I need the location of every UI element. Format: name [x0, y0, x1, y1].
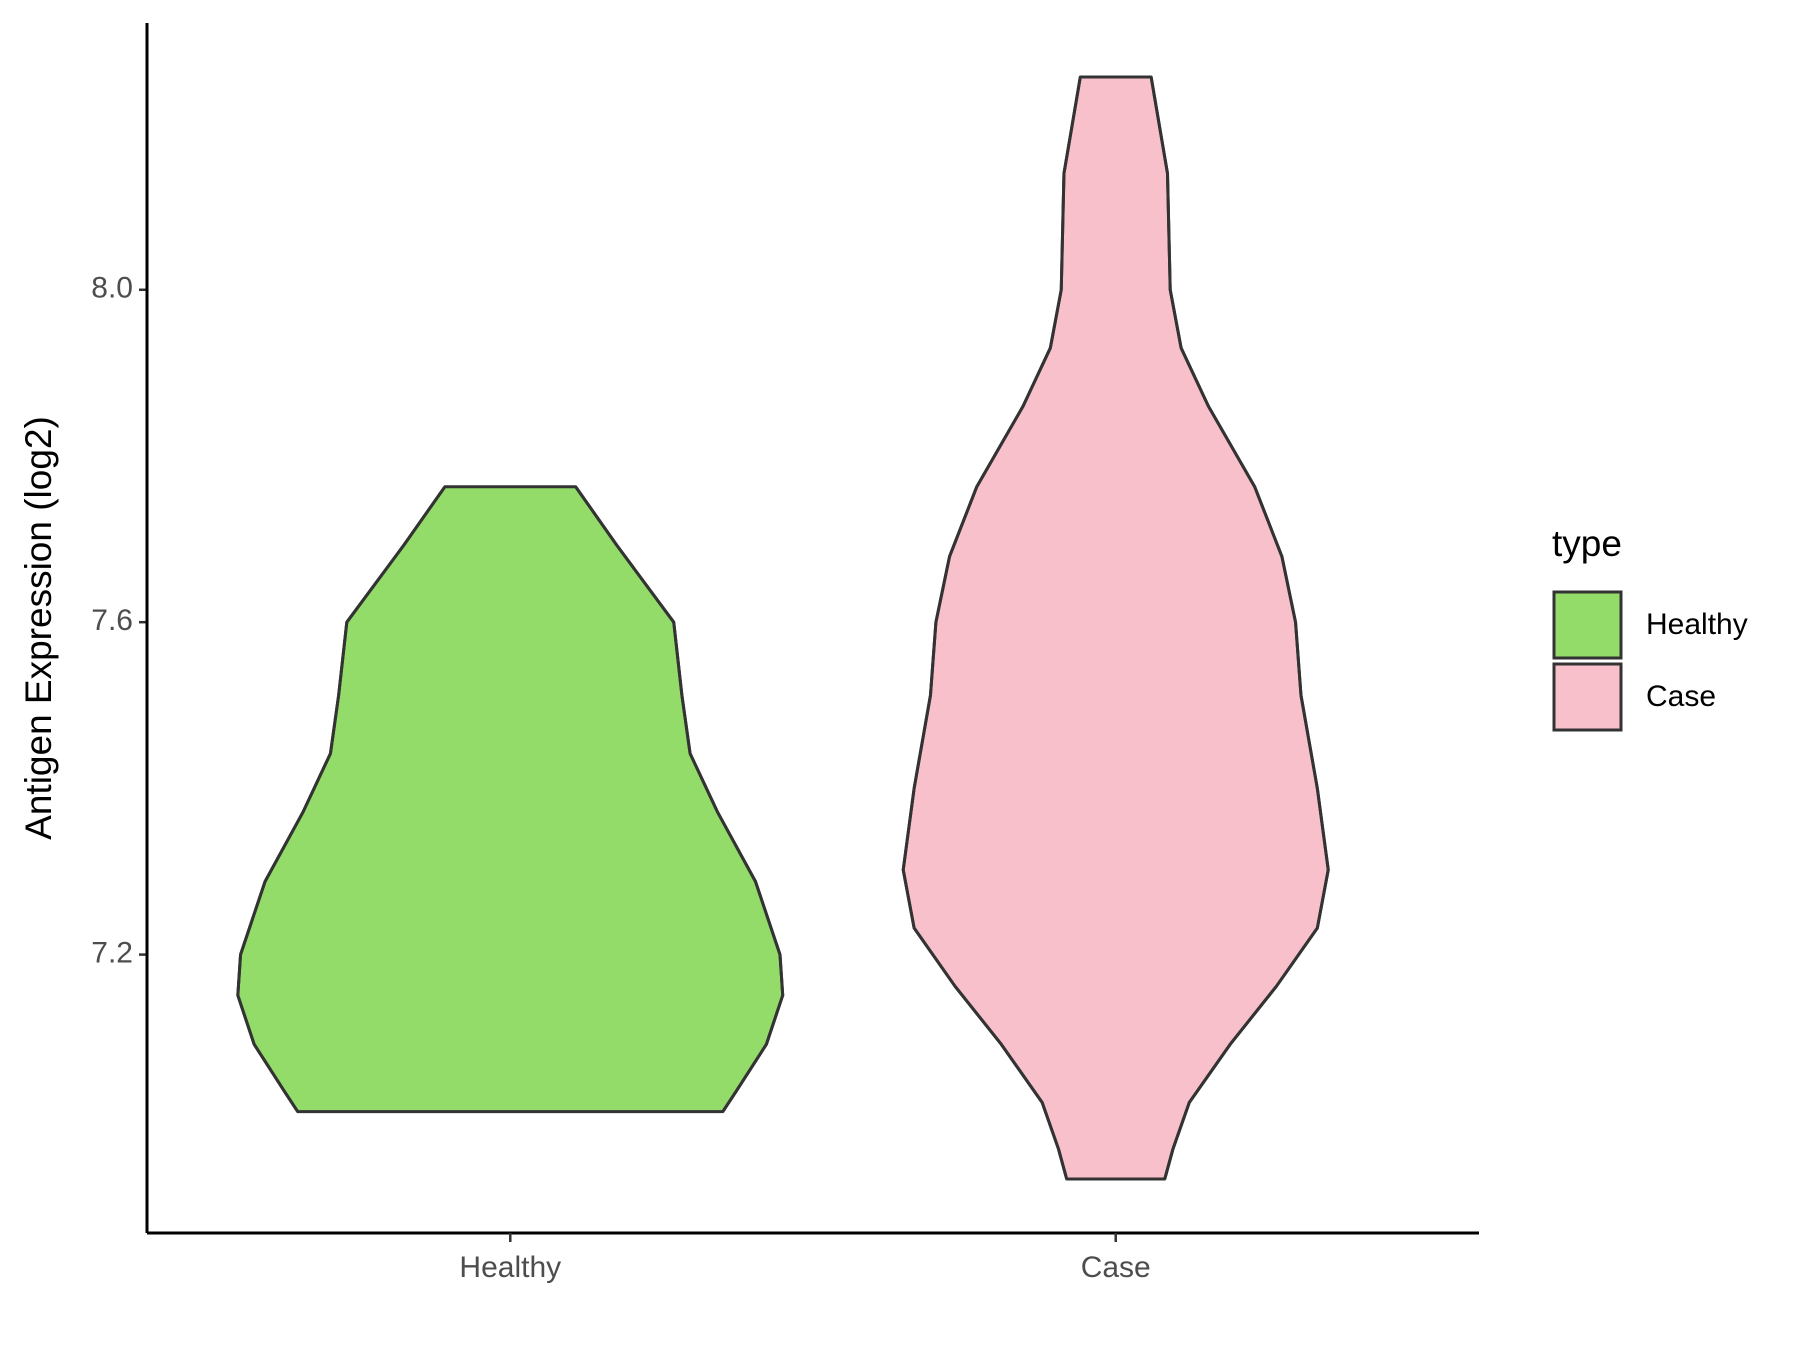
- violin-body: [901, 75, 1330, 1181]
- violin-left-edge: [901, 76, 1082, 1180]
- y-axis-title: Antigen Expression (log2): [18, 416, 59, 840]
- x-tick-label: Healthy: [459, 1251, 561, 1284]
- legend-label: Healthy: [1646, 608, 1748, 641]
- legend-label: Case: [1646, 680, 1716, 713]
- legend-key: [1552, 590, 1623, 660]
- violin-right-edge: [1149, 76, 1330, 1180]
- y-tick-label: 8.0: [91, 272, 133, 305]
- violin-body: [236, 485, 785, 1114]
- y-tick-label: 7.6: [91, 604, 133, 637]
- legend-key: [1552, 662, 1623, 732]
- violin-left-edge: [236, 485, 447, 1113]
- x-tick-label: Case: [1081, 1251, 1151, 1284]
- violin-right-edge: [574, 485, 785, 1113]
- legend-title: type: [1552, 523, 1622, 564]
- y-tick-label: 7.2: [91, 937, 133, 970]
